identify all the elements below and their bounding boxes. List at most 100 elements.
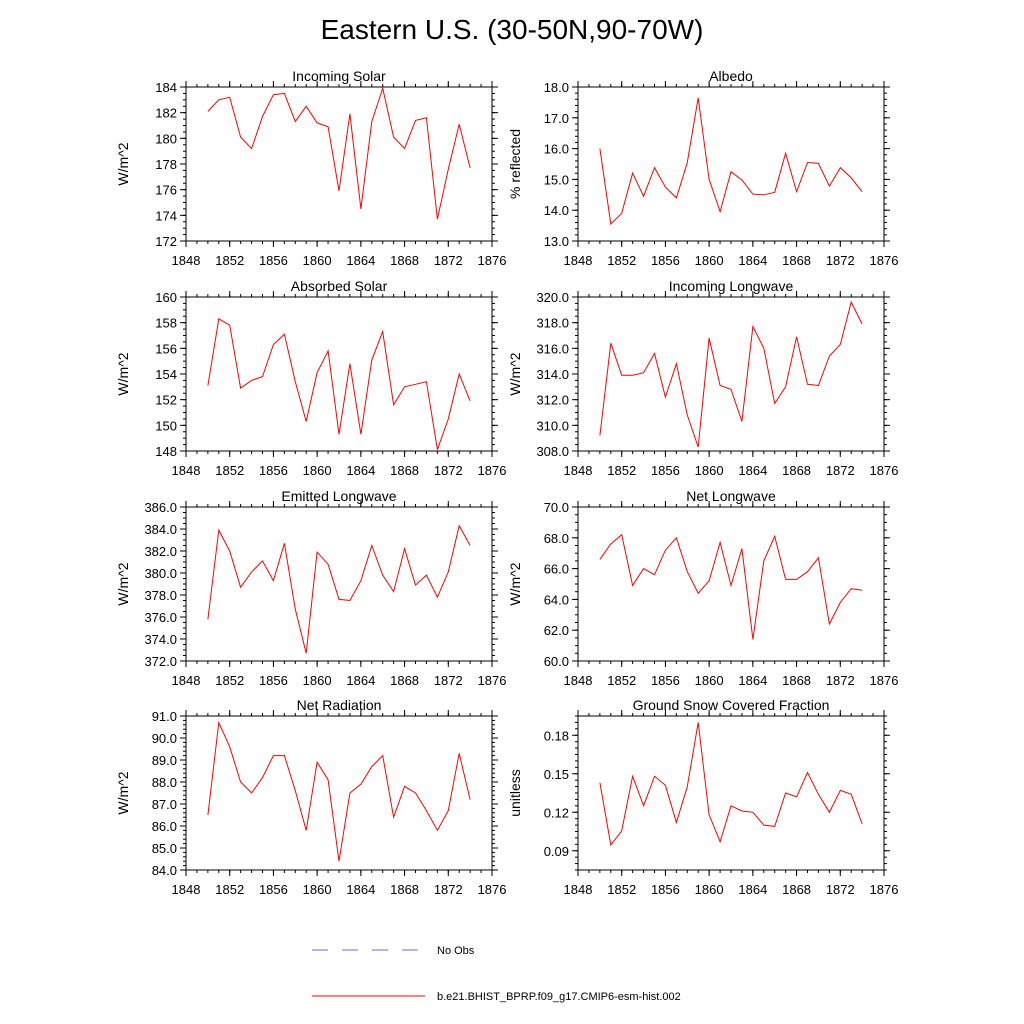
y-axis-label: W/m^2 xyxy=(507,352,523,395)
y-tick-label: 174 xyxy=(155,208,177,223)
x-tick-label: 1872 xyxy=(434,673,463,688)
data-point xyxy=(305,421,307,423)
data-point xyxy=(807,383,809,385)
data-point xyxy=(763,824,765,826)
data-point xyxy=(425,381,427,383)
data-point xyxy=(218,99,220,101)
data-point xyxy=(610,844,612,846)
data-point xyxy=(632,585,634,587)
x-tick-label: 1852 xyxy=(215,882,244,897)
data-point xyxy=(817,385,819,387)
data-point xyxy=(664,784,666,786)
x-tick-label: 1864 xyxy=(738,673,767,688)
panel-net-longwave: Net Longwave W/m^2 1848 1852 1856 1860 1864 186… xyxy=(507,488,898,688)
y-tick-label: 312.0 xyxy=(536,393,569,408)
panel-title: Incoming Longwave xyxy=(669,278,794,294)
data-point xyxy=(458,123,460,125)
data-point xyxy=(664,549,666,551)
data-point xyxy=(436,596,438,598)
data-point xyxy=(360,208,362,210)
data-point xyxy=(327,563,329,565)
data-point xyxy=(730,585,732,587)
data-point xyxy=(316,761,318,763)
x-tick-label: 1872 xyxy=(434,463,463,478)
y-tick-label: 156 xyxy=(155,341,177,356)
data-point xyxy=(349,363,351,365)
data-point xyxy=(828,811,830,813)
data-point xyxy=(850,588,852,590)
data-point xyxy=(393,136,395,138)
plot-frame xyxy=(577,86,885,242)
y-tick-label: 160 xyxy=(155,290,177,305)
data-point xyxy=(294,381,296,383)
x-tick-label: 1848 xyxy=(564,253,593,268)
data-point xyxy=(839,602,841,604)
data-point xyxy=(240,781,242,783)
data-point xyxy=(207,618,209,620)
x-tick-label: 1852 xyxy=(607,253,636,268)
series-line xyxy=(599,300,863,448)
data-point xyxy=(654,574,656,576)
y-tick-label: 84.0 xyxy=(152,863,177,878)
y-tick-label: 62.0 xyxy=(544,623,569,638)
y-tick-label: 18.0 xyxy=(544,80,569,95)
data-point xyxy=(404,148,406,150)
data-point xyxy=(262,777,264,779)
data-point xyxy=(229,550,231,552)
y-tick-label: 89.0 xyxy=(152,753,177,768)
data-point xyxy=(251,571,253,573)
panel-absorbed-solar: Absorbed Solar W/m^2 1848 1852 1856 1860 1864 1… xyxy=(115,278,506,478)
x-tick-label: 1852 xyxy=(607,673,636,688)
x-tick-label: 1864 xyxy=(346,253,375,268)
panel-title: Emitted Longwave xyxy=(281,488,396,504)
data-point xyxy=(327,126,329,128)
data-point xyxy=(861,323,863,325)
data-point xyxy=(305,105,307,107)
data-point xyxy=(686,786,688,788)
y-tick-label: 90.0 xyxy=(152,731,177,746)
y-axis-label: W/m^2 xyxy=(115,771,131,814)
x-tick-label: 1852 xyxy=(607,882,636,897)
panel-incoming-longwave: Incoming Longwave W/m^2 1848 1852 1856 1860 18… xyxy=(507,278,898,478)
y-tick-label: 68.0 xyxy=(544,531,569,546)
data-point xyxy=(861,191,863,193)
plot-frame xyxy=(185,86,493,242)
data-point xyxy=(861,589,863,591)
data-point xyxy=(415,383,417,385)
data-point xyxy=(458,525,460,527)
data-point xyxy=(621,374,623,376)
x-tick-label: 1872 xyxy=(826,253,855,268)
x-tick-label: 1860 xyxy=(303,673,332,688)
data-point xyxy=(621,830,623,832)
data-point xyxy=(828,355,830,357)
panel-title: Incoming Solar xyxy=(292,68,386,84)
panel-title: Absorbed Solar xyxy=(291,278,388,294)
data-point xyxy=(643,372,645,374)
x-tick-label: 1876 xyxy=(870,882,899,897)
panel-net-radiation: Net Radiation W/m^2 1848 1852 1856 1860 1864 18… xyxy=(115,697,506,897)
y-tick-label: 15.0 xyxy=(544,172,569,187)
data-point xyxy=(643,195,645,197)
x-tick-label: 1868 xyxy=(390,253,419,268)
data-point xyxy=(218,722,220,724)
plot-frame xyxy=(577,296,885,452)
data-point xyxy=(327,350,329,352)
data-point xyxy=(796,191,798,193)
y-tick-label: 0.12 xyxy=(544,805,569,820)
data-point xyxy=(719,211,721,213)
x-tick-label: 1860 xyxy=(695,882,724,897)
y-axis-label: unitless xyxy=(507,769,523,816)
data-point xyxy=(393,816,395,818)
data-point xyxy=(850,301,852,303)
series-line xyxy=(207,524,471,654)
data-point xyxy=(458,752,460,754)
x-tick-label: 1856 xyxy=(259,673,288,688)
y-tick-label: 176 xyxy=(155,183,177,198)
y-axis-label: W/m^2 xyxy=(115,562,131,605)
data-point xyxy=(785,792,787,794)
x-tick-label: 1860 xyxy=(695,463,724,478)
data-point xyxy=(294,608,296,610)
data-point xyxy=(469,400,471,402)
data-point xyxy=(207,110,209,112)
